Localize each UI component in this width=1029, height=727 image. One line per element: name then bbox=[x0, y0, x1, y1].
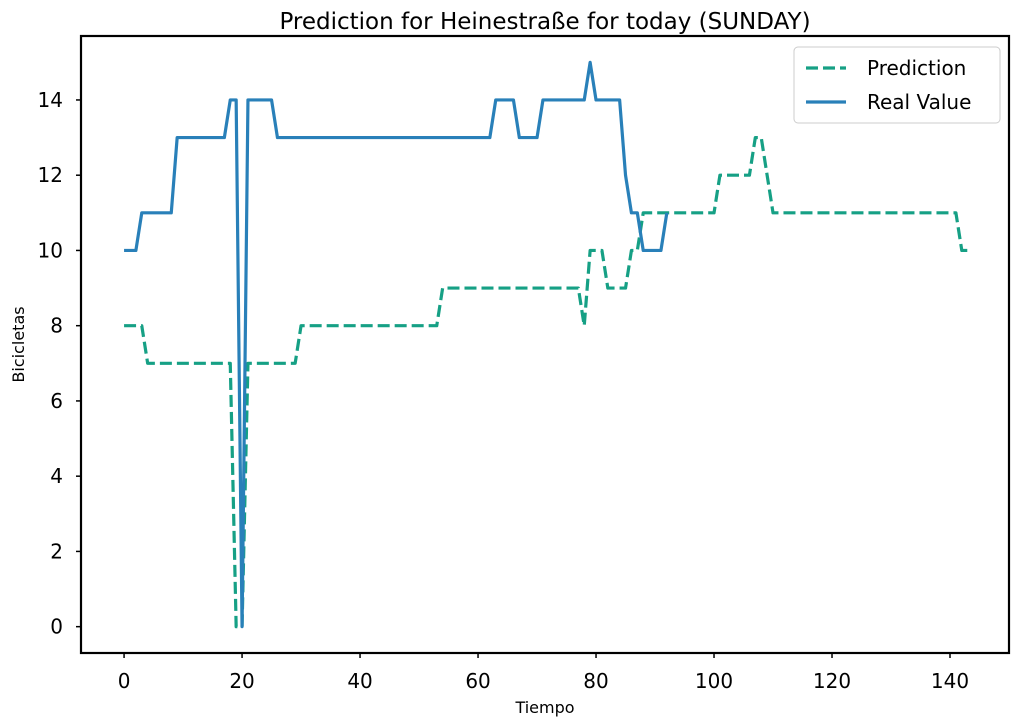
series-line-prediction bbox=[124, 135, 968, 629]
y-tick-label: 6 bbox=[50, 389, 63, 413]
plot-frame bbox=[79, 34, 1011, 655]
x-tick-label: 80 bbox=[583, 669, 608, 693]
legend-label: Real Value bbox=[867, 90, 971, 114]
y-tick-label: 0 bbox=[50, 615, 63, 639]
y-tick-label: 4 bbox=[50, 464, 63, 488]
chart-title: Prediction for Heinestraße for today (SU… bbox=[279, 9, 810, 35]
y-axis-label: Bicicletas bbox=[9, 306, 28, 382]
y-tick-label: 12 bbox=[38, 163, 63, 187]
x-tick-label: 60 bbox=[465, 669, 490, 693]
x-tick-label: 20 bbox=[229, 669, 254, 693]
x-tick-label: 140 bbox=[931, 669, 969, 693]
legend-label: Prediction bbox=[867, 56, 966, 80]
x-axis: 0 20 40 60 80 100 120 140 bbox=[118, 653, 969, 693]
legend: Prediction Real Value bbox=[793, 46, 1001, 124]
y-tick-label: 8 bbox=[50, 314, 63, 338]
y-tick-label: 14 bbox=[38, 88, 63, 112]
y-tick-label: 2 bbox=[50, 539, 63, 563]
x-tick-label: 0 bbox=[118, 669, 131, 693]
y-axis: 0 2 4 6 8 10 12 14 bbox=[38, 88, 81, 639]
x-tick-label: 100 bbox=[695, 669, 733, 693]
x-tick-label: 40 bbox=[347, 669, 372, 693]
x-axis-label: Tiempo bbox=[514, 698, 574, 717]
legend-box bbox=[793, 46, 1001, 124]
x-tick-label: 120 bbox=[813, 669, 851, 693]
series-line-real-value bbox=[124, 60, 669, 629]
y-tick-label: 10 bbox=[38, 238, 63, 262]
